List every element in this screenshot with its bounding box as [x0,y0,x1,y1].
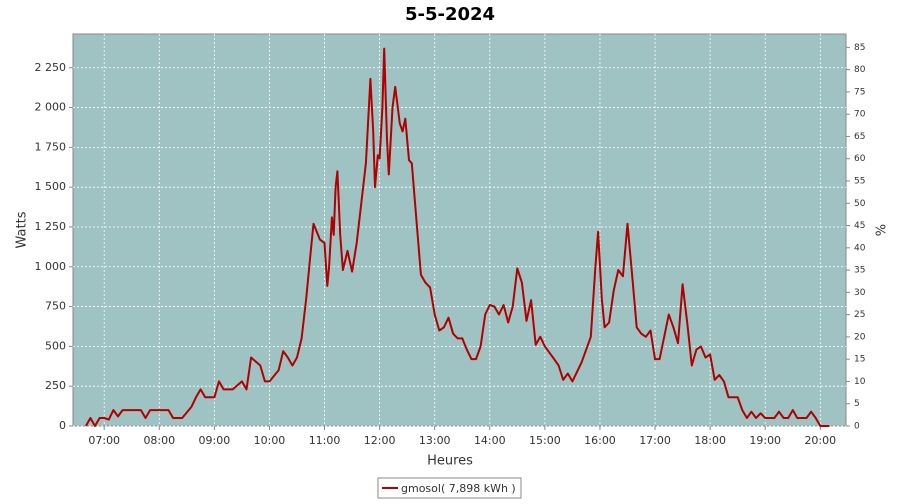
chart-title: 5-5-2024 [405,4,495,25]
x-tick-label: 13:00 [419,434,451,447]
y2-tick-label: 65 [854,132,865,142]
y2-tick-label: 70 [854,110,866,120]
x-tick-label: 19:00 [749,434,781,447]
x-axis-label: Heures [427,454,473,469]
x-tick-label: 08:00 [143,434,175,447]
y-tick-label: 0 [59,419,66,432]
y2-tick-label: 35 [854,266,865,276]
y2-tick-label: 20 [854,332,866,342]
y-tick-label: 750 [45,300,66,313]
x-tick-label: 20:00 [804,434,836,447]
y2-tick-label: 75 [854,87,865,97]
y-tick-label: 2 250 [35,61,67,74]
y-tick-label: 1 500 [35,180,67,193]
y2-tick-label: 45 [854,221,865,231]
x-tick-label: 10:00 [254,434,286,447]
x-tick-label: 11:00 [309,434,341,447]
y-tick-label: 500 [45,339,66,352]
y2-tick-label: 40 [854,243,866,253]
x-tick-label: 15:00 [529,434,561,447]
x-tick-label: 09:00 [199,434,231,447]
y2-axis-label: % [875,224,890,236]
y-tick-label: 250 [45,379,66,392]
legend [377,477,522,499]
legend-label: gmosol( 7,898 kWh ) [401,482,516,495]
plot-area [72,33,847,427]
y2-tick-label: 15 [854,355,865,365]
x-tick-label: 12:00 [364,434,396,447]
y-axis-label: Watts [15,211,30,248]
x-tick-label: 07:00 [88,434,120,447]
series-line [85,47,830,427]
y2-tick-label: 0 [854,422,860,432]
y2-tick-label: 55 [854,177,865,187]
x-tick-label: 18:00 [694,434,726,447]
y-tick-label: 1 000 [35,260,67,273]
x-tick-label: 14:00 [474,434,506,447]
x-tick-label: 17:00 [639,434,671,447]
y2-tick-label: 5 [854,399,860,409]
y2-tick-label: 10 [854,377,866,387]
y2-tick-label: 60 [854,154,866,164]
y2-tick-label: 30 [854,288,866,298]
y-tick-label: 1 250 [35,220,67,233]
x-tick-label: 16:00 [584,434,616,447]
y-tick-label: 2 000 [35,101,67,114]
y2-tick-label: 80 [854,65,866,75]
y2-tick-label: 85 [854,43,865,53]
y2-tick-label: 25 [854,310,865,320]
y-tick-label: 1 750 [35,140,67,153]
y2-tick-label: 50 [854,199,866,209]
